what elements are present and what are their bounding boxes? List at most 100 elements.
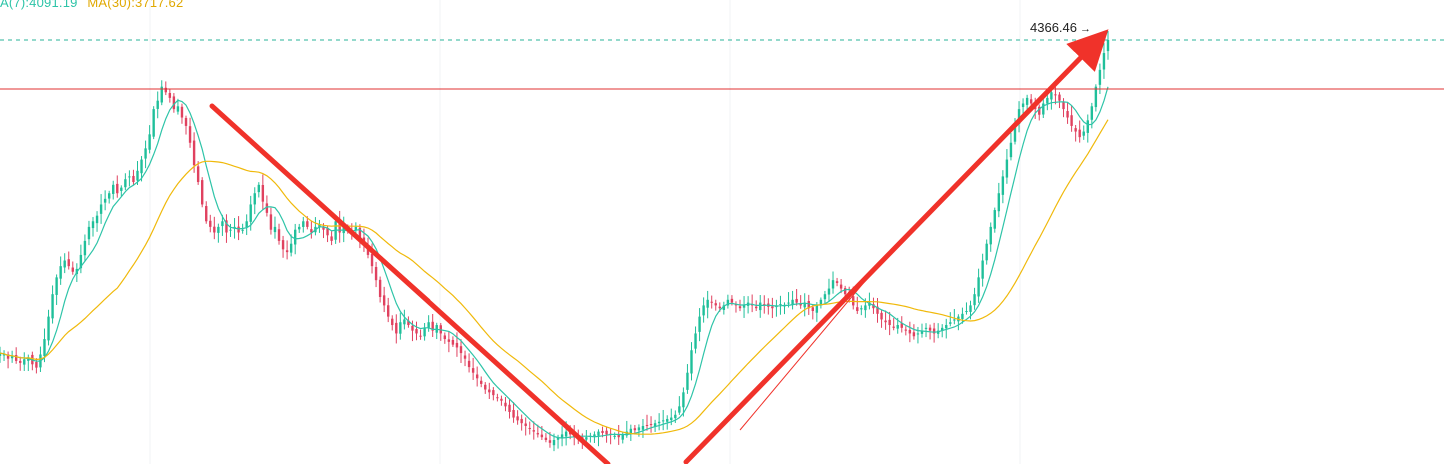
candle-body (730, 298, 734, 303)
candle-body (217, 226, 220, 233)
candle-body (1082, 131, 1085, 136)
candle-body (920, 330, 924, 334)
candle-body (678, 406, 681, 413)
candle-body (868, 302, 871, 306)
candle-body (180, 106, 184, 118)
candle-body (791, 299, 794, 305)
ma30-line (0, 119, 1109, 435)
candle-body (714, 303, 717, 306)
candle-body (419, 335, 422, 337)
candle-body (382, 295, 386, 306)
candle-body (415, 329, 418, 334)
candle-body (407, 320, 410, 326)
candle-body (556, 437, 560, 440)
candle-body (726, 299, 730, 306)
candle-body (969, 305, 972, 312)
last-price-label: 4366.46 → (1030, 20, 1091, 35)
candle-body (540, 434, 544, 438)
candle-body (1098, 69, 1102, 85)
candle-body (95, 215, 99, 224)
candle-body (500, 398, 503, 401)
candle-body (823, 294, 827, 300)
candle-body (1001, 176, 1005, 195)
candle-body (59, 266, 62, 279)
candle-body (112, 184, 115, 194)
ma7-line (0, 86, 1109, 439)
candle-body (508, 404, 511, 412)
candle-body (23, 359, 26, 365)
candle-body (289, 243, 293, 253)
candle-body (152, 109, 155, 137)
candle-body (484, 384, 487, 390)
candle-body (475, 374, 479, 379)
candle-body (601, 430, 604, 433)
candle-body (876, 306, 879, 314)
candle-body (803, 302, 806, 308)
candle-body (443, 335, 447, 340)
candle-body (1050, 92, 1053, 100)
candle-body (83, 240, 87, 256)
candle-body (209, 220, 212, 227)
candle-body (1042, 103, 1045, 115)
candle-body (1021, 103, 1025, 108)
candle-body (378, 279, 382, 297)
candle-body (1046, 97, 1049, 104)
candle-body (160, 86, 163, 103)
candle-body (908, 329, 912, 334)
candle-body (981, 260, 984, 279)
candle-body (864, 305, 867, 311)
candle-body (455, 342, 459, 348)
candle-body (370, 253, 374, 267)
candle-body (892, 326, 895, 328)
candle-body (690, 350, 693, 374)
candle-body (564, 431, 568, 437)
candle-body (285, 250, 289, 253)
candle-body (799, 304, 802, 306)
candle-body (698, 316, 701, 332)
candle-body (35, 361, 38, 368)
candle-body (532, 430, 535, 432)
candle-body (560, 434, 564, 438)
ma7-legend-label: A(7):4091.19 (0, 0, 78, 10)
candle-body (172, 96, 176, 110)
candle-body (686, 372, 689, 390)
candle-body (593, 434, 596, 437)
candle-body (221, 221, 224, 227)
candle-body (605, 430, 608, 435)
candlesticks (0, 30, 1110, 452)
candle-body (19, 360, 22, 363)
candle-body (1005, 159, 1009, 178)
candle-body (621, 434, 624, 440)
candle-body (625, 431, 628, 436)
downtrend-thin-line (213, 107, 431, 301)
candle-body (14, 355, 18, 361)
candle-body (99, 204, 103, 214)
candle-body (492, 390, 495, 396)
candle-body (107, 193, 111, 199)
candle-body (2, 354, 6, 356)
candle-body (819, 299, 823, 305)
candle-body (326, 227, 329, 236)
candle-body (896, 325, 899, 329)
candle-body (188, 126, 192, 143)
candle-body (629, 428, 633, 434)
candle-body (124, 179, 127, 188)
indicator-legend: A(7):4091.19 MA(30):3717.62 (0, 0, 189, 11)
price-levels (0, 39, 1444, 90)
uptrend-arrow (683, 29, 1109, 465)
candle-body (354, 226, 358, 231)
candle-body (140, 159, 143, 174)
candle-body (136, 170, 139, 181)
candle-body (815, 305, 819, 313)
candle-body (544, 437, 548, 440)
candle-body (249, 204, 252, 222)
candle-body (6, 354, 10, 359)
candle-body (945, 325, 948, 329)
downtrend-line (209, 103, 611, 467)
candle-body (265, 203, 269, 213)
candle-body (1054, 94, 1057, 96)
candle-body (1013, 125, 1017, 142)
candle-body (168, 93, 172, 98)
